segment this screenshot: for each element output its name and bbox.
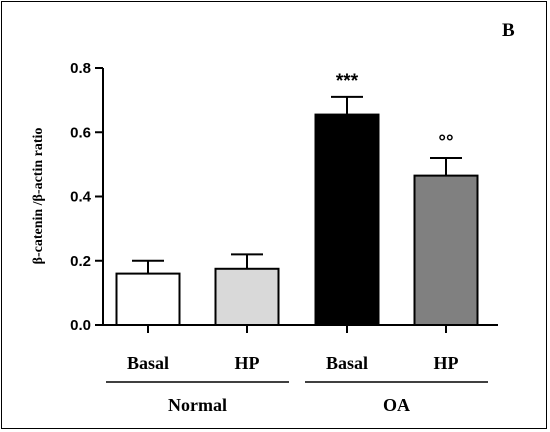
panel-label: B	[502, 20, 515, 41]
y-ticks: 0.0 0.2 0.4 0.6 0.8	[70, 60, 103, 334]
bar	[314, 113, 380, 326]
group-labels: Normal OA	[106, 381, 488, 415]
y-tick-label: 0.0	[70, 317, 91, 334]
category-label: HP	[434, 353, 459, 373]
category-label: Basal	[326, 353, 368, 373]
group-label: Normal	[168, 395, 227, 415]
y-tick-label: 0.6	[70, 124, 91, 141]
bars	[115, 113, 479, 327]
category-label: Basal	[127, 353, 169, 373]
significance-marker: ***	[336, 71, 359, 92]
y-tick-label: 0.4	[70, 189, 92, 206]
bar	[214, 267, 280, 326]
bar	[115, 272, 181, 327]
error-bars	[132, 95, 462, 274]
y-axis-label: β-catenin /β-actin ratio	[31, 128, 46, 265]
annotations: *** °°	[336, 71, 454, 153]
significance-marker: °°	[438, 132, 453, 153]
y-tick-label: 0.8	[70, 60, 91, 77]
bar	[413, 174, 479, 326]
group-label: OA	[383, 395, 410, 415]
category-label: HP	[235, 353, 260, 373]
category-labels: Basal HP Basal HP	[127, 325, 459, 373]
y-tick-label: 0.2	[70, 253, 91, 270]
